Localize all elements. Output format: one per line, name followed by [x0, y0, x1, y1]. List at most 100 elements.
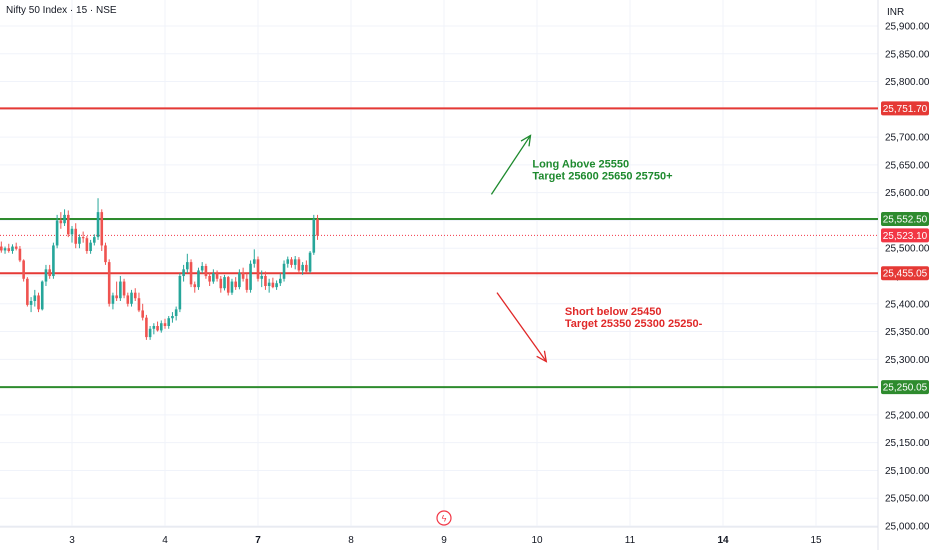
candle — [55, 214, 59, 249]
candle — [316, 214, 319, 240]
x-tick-label: 4 — [162, 535, 168, 546]
candle-body — [37, 295, 40, 310]
candle-body — [260, 276, 264, 279]
trend-arrow — [490, 134, 532, 195]
candle — [100, 209, 104, 251]
y-tick-label: 25,350.00 — [885, 327, 930, 338]
candle — [145, 314, 148, 340]
candle — [204, 263, 208, 279]
candle — [126, 292, 130, 307]
candle — [208, 272, 211, 286]
arrow-head — [520, 134, 532, 147]
candle-body — [305, 264, 308, 272]
candle-body — [241, 272, 245, 279]
x-tick-label: 11 — [625, 535, 636, 546]
candle — [305, 260, 308, 274]
candle — [148, 326, 152, 340]
candle — [178, 273, 182, 313]
price-badge: 25,455.05 — [881, 266, 929, 281]
candle — [212, 269, 215, 284]
candle-body — [178, 276, 182, 310]
candle — [48, 264, 51, 279]
price-badge-bg — [881, 380, 929, 395]
candle-body — [22, 260, 25, 279]
candle — [152, 323, 156, 335]
candle-body — [238, 272, 241, 288]
price-badge-bg — [881, 266, 929, 281]
candle-body — [93, 237, 96, 243]
candle-body — [186, 262, 189, 270]
candle — [312, 214, 316, 255]
candle — [260, 270, 264, 288]
candle-body — [212, 273, 215, 282]
candle-body — [174, 309, 178, 316]
candle — [167, 316, 171, 329]
candle — [89, 239, 92, 254]
candle-body — [74, 228, 78, 244]
candle-body — [297, 259, 301, 271]
candle-body — [33, 295, 37, 301]
candle — [186, 253, 189, 274]
candle — [78, 234, 81, 249]
candle-body — [55, 220, 59, 246]
candle — [18, 246, 22, 263]
candle — [159, 320, 163, 333]
candle — [275, 280, 278, 290]
candle — [29, 297, 33, 313]
candle — [264, 271, 267, 290]
y-tick-label: 25,100.00 — [885, 466, 930, 477]
candle — [59, 212, 63, 229]
candle-body — [271, 282, 275, 288]
candle-body — [148, 328, 152, 338]
candle-body — [286, 259, 290, 264]
candle — [290, 257, 293, 268]
candle-body — [3, 248, 7, 251]
candle — [193, 281, 197, 293]
candle-body — [308, 252, 312, 272]
price-badge-bg — [881, 212, 929, 227]
candle — [174, 306, 178, 321]
candle-body — [26, 278, 29, 305]
candle-body — [252, 259, 256, 264]
candle-body — [204, 266, 208, 276]
candle-body — [156, 326, 159, 331]
candle-body — [122, 281, 126, 296]
price-badge-bg — [881, 101, 929, 116]
candle-body — [234, 281, 237, 288]
candle-body — [29, 301, 33, 305]
candle — [111, 292, 115, 310]
candle-body — [208, 276, 211, 282]
candle-body — [126, 295, 130, 304]
candle-body — [130, 292, 133, 304]
x-tick-label: 7 — [255, 535, 261, 546]
candle-body — [66, 214, 70, 235]
candle-body — [245, 278, 249, 290]
candle — [22, 259, 25, 282]
candle — [226, 276, 230, 296]
candle-body — [256, 259, 260, 279]
candle — [215, 270, 219, 282]
candle — [293, 256, 297, 270]
arrow-shaft — [490, 135, 532, 195]
price-badge-label: 25,751.70 — [883, 104, 928, 115]
candle-body — [63, 214, 66, 224]
currency-label[interactable]: INR — [887, 7, 905, 18]
candle — [104, 242, 107, 265]
candle-body — [111, 295, 115, 304]
candle-body — [7, 248, 11, 251]
candle — [245, 273, 249, 293]
candle-body — [290, 259, 293, 265]
candle-body — [279, 278, 282, 284]
candle-body — [226, 277, 230, 293]
candle-body — [197, 270, 200, 288]
candle — [256, 256, 260, 282]
annotation-text: Long Above 25550 — [532, 159, 629, 171]
candle-body — [133, 292, 137, 299]
candle-body — [189, 262, 193, 285]
x-tick-label: 8 — [348, 535, 354, 546]
candle-body — [18, 248, 22, 261]
candle-body — [85, 238, 89, 251]
candle — [182, 264, 185, 282]
